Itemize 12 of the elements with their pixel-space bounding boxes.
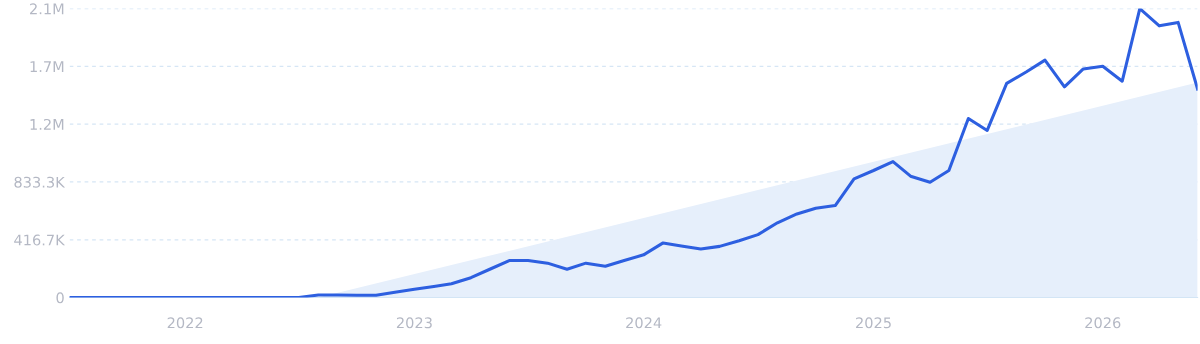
x-tick-label: 2024 — [626, 317, 662, 329]
x-tick-label: 2026 — [1085, 317, 1121, 329]
y-tick-label: 833.3K — [14, 176, 66, 188]
x-tick-label: 2025 — [856, 317, 891, 329]
y-tick-label: 1.7M — [30, 61, 64, 72]
y-tick-label: 2.1M — [30, 3, 64, 15]
x-tick-label: 2022 — [167, 317, 203, 329]
y-tick-label: 416.7K — [14, 234, 66, 246]
line-series — [69, 8, 1198, 298]
y-tick-label: 0 — [56, 292, 64, 304]
x-tick-label: 2023 — [396, 317, 432, 329]
y-tick-label: 1.2M — [30, 118, 64, 130]
